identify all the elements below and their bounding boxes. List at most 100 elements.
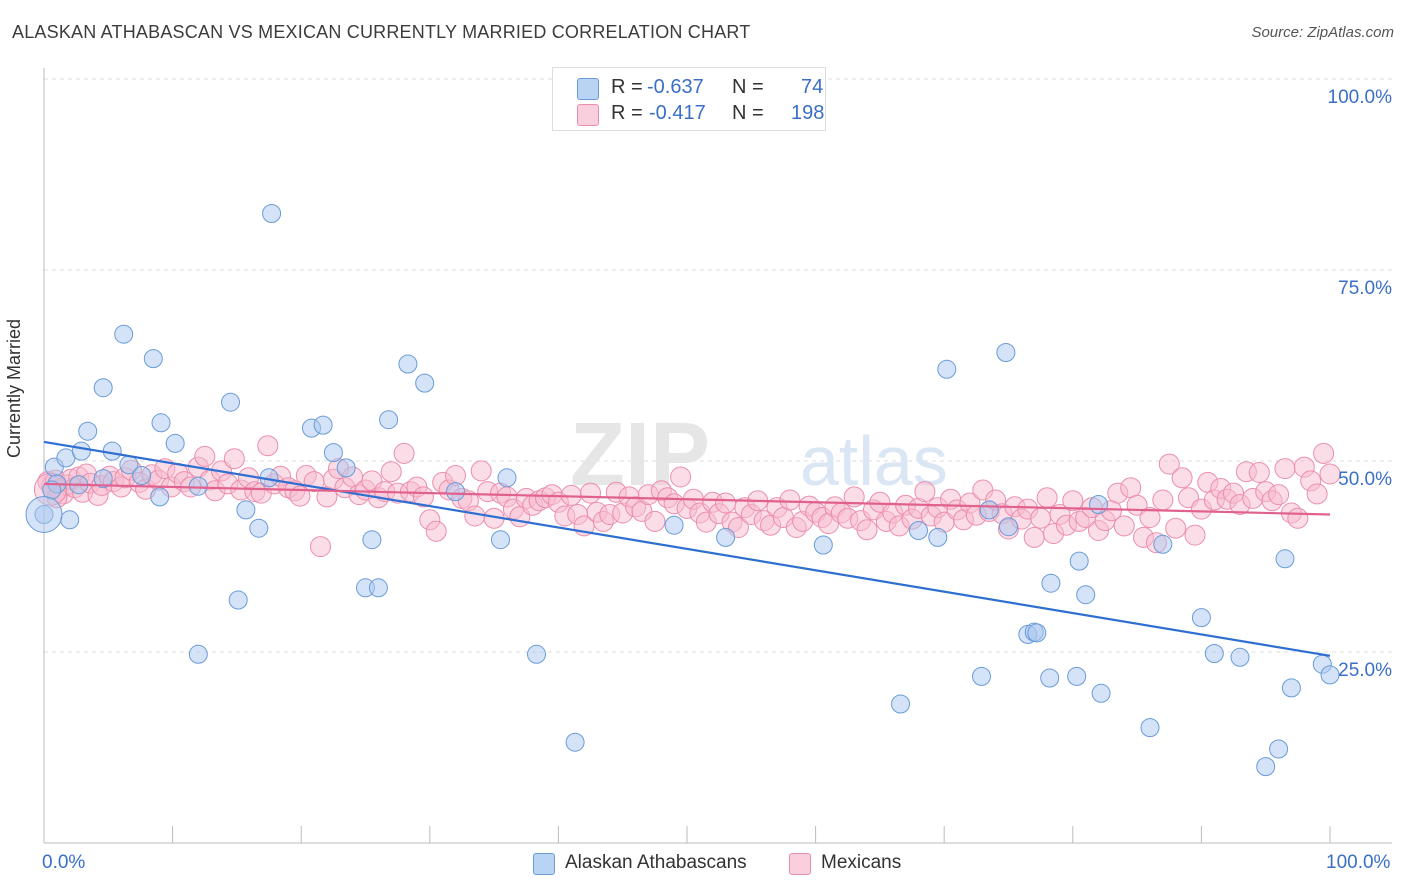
data-point xyxy=(1041,573,1061,593)
data-point xyxy=(25,495,63,533)
data-point xyxy=(1274,458,1296,480)
legend-n-value: 198 xyxy=(791,102,825,124)
data-point xyxy=(1184,524,1206,546)
data-point xyxy=(380,461,402,483)
legend-n-label: N = xyxy=(732,102,764,124)
data-point xyxy=(909,521,928,540)
data-point xyxy=(1287,507,1309,529)
data-point xyxy=(132,466,152,485)
data-point xyxy=(151,413,171,433)
data-point xyxy=(1027,623,1047,643)
data-point xyxy=(336,458,356,478)
data-point xyxy=(223,448,245,470)
data-point xyxy=(565,732,585,752)
data-point xyxy=(497,468,517,488)
x-tick-100: 100.0% xyxy=(1326,852,1391,873)
y-tick-75: 75.0% xyxy=(1338,278,1392,299)
data-point xyxy=(1120,477,1142,499)
y-axis-label: Currently Married xyxy=(4,318,24,458)
data-point xyxy=(379,410,399,430)
data-point xyxy=(813,535,833,555)
data-point xyxy=(1204,644,1224,663)
data-point xyxy=(78,421,98,441)
axes xyxy=(43,68,1392,844)
data-point xyxy=(249,518,269,538)
data-point xyxy=(1140,718,1160,738)
data-point xyxy=(60,510,80,530)
data-point xyxy=(1113,515,1135,537)
y-tick-50: 50.0% xyxy=(1338,469,1392,490)
mexicans-trend-line xyxy=(43,482,1331,516)
data-point xyxy=(221,392,240,412)
data-point xyxy=(580,482,601,504)
data-point xyxy=(1319,463,1341,485)
data-point xyxy=(670,466,692,488)
data-point xyxy=(979,500,999,520)
y-tick-100: 100.0% xyxy=(1327,87,1392,108)
data-point xyxy=(194,445,216,467)
grid-lines xyxy=(44,78,1392,653)
data-point xyxy=(1091,683,1111,703)
data-point xyxy=(1036,487,1058,509)
legend-r-value: -0.637 xyxy=(647,76,704,98)
data-point xyxy=(715,492,737,514)
data-point xyxy=(310,536,331,558)
data-point xyxy=(1153,534,1173,554)
data-point xyxy=(425,520,447,542)
data-point xyxy=(1067,666,1087,686)
data-point xyxy=(644,510,666,532)
legend-r-value: -0.417 xyxy=(649,102,706,124)
x-tick-0: 0.0% xyxy=(42,852,86,873)
data-point xyxy=(1165,517,1187,539)
data-point xyxy=(1313,442,1335,464)
data-point xyxy=(150,487,170,507)
athabascan-points xyxy=(25,204,1340,777)
data-point xyxy=(446,482,465,502)
data-point xyxy=(914,481,936,503)
data-point xyxy=(1023,526,1045,548)
data-point xyxy=(1076,585,1096,605)
data-point xyxy=(398,354,418,374)
data-point xyxy=(1191,608,1211,628)
data-point xyxy=(1089,495,1108,514)
trend-lines xyxy=(43,440,1331,657)
pink-swatch xyxy=(789,853,811,875)
data-point xyxy=(999,517,1018,537)
legend-n-label: N = xyxy=(732,76,764,98)
bottom-legend-label: Mexicans xyxy=(821,852,902,873)
data-point xyxy=(323,443,343,463)
data-point xyxy=(1269,739,1289,759)
source-label: Source: ZipAtlas.com xyxy=(1251,24,1394,41)
data-point xyxy=(470,460,492,482)
data-point xyxy=(362,530,382,550)
data-point xyxy=(996,343,1016,362)
data-point xyxy=(415,373,435,393)
data-point xyxy=(1139,507,1161,528)
data-point xyxy=(93,469,113,489)
data-point xyxy=(1256,757,1276,777)
data-point xyxy=(464,505,486,527)
athabascan-trend-line xyxy=(43,440,1331,657)
data-point xyxy=(1158,453,1180,475)
data-point xyxy=(228,590,248,610)
data-point xyxy=(1069,551,1089,571)
data-point xyxy=(165,433,185,453)
data-point xyxy=(257,435,279,457)
data-point xyxy=(93,378,113,398)
bottom-legend-label: Alaskan Athabascans xyxy=(565,852,747,873)
data-point xyxy=(843,486,865,508)
legend-box: R = -0.637 N = 74 R = -0.417 N = 198 xyxy=(552,67,826,131)
data-point xyxy=(262,204,282,223)
data-point xyxy=(856,519,878,541)
blue-swatch xyxy=(577,78,599,100)
data-point xyxy=(1275,549,1295,569)
data-point xyxy=(491,530,510,550)
data-point xyxy=(928,527,948,547)
data-point xyxy=(1062,490,1084,512)
data-point xyxy=(1306,483,1328,505)
data-point xyxy=(368,578,388,598)
data-point xyxy=(143,349,163,369)
data-point xyxy=(1171,467,1193,489)
legend-n-value: 74 xyxy=(801,76,824,98)
